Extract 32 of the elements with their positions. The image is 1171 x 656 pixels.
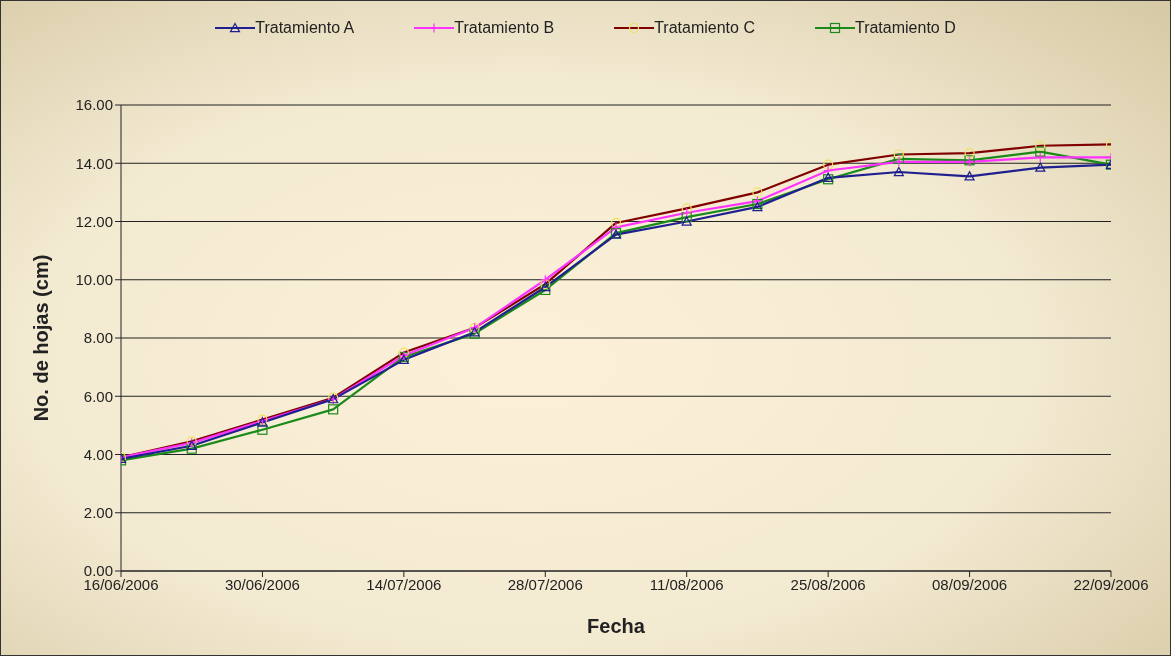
y-tick-label: 16.00	[75, 96, 113, 114]
y-tick-label: 6.00	[83, 387, 113, 405]
x-tick-label: 22/09/2006	[1073, 575, 1149, 593]
point	[610, 222, 622, 233]
legend-label: Tratamiento A	[255, 19, 355, 37]
y-tick-label: 10.00	[75, 271, 113, 289]
x-tick-label: 28/07/2006	[507, 575, 583, 593]
point	[540, 284, 551, 296]
legend-label: Tratamiento B	[454, 19, 555, 37]
point	[681, 216, 692, 226]
point	[1035, 146, 1046, 157]
x-axis-title: Fecha	[587, 615, 646, 637]
y-tick-label: 14.00	[75, 154, 113, 172]
x-tick-label: 14/07/2006	[366, 575, 442, 593]
y-tick-label: 8.00	[83, 329, 113, 347]
y-tick-label: 4.00	[83, 445, 113, 463]
x-tick-label: 08/09/2006	[932, 575, 1008, 593]
legend-label: Tratamiento C	[654, 19, 755, 37]
y-tick-label: 2.00	[83, 504, 113, 522]
point	[823, 165, 834, 176]
point	[1035, 162, 1046, 172]
point	[257, 424, 268, 435]
y-axis-title: No. de hojas (cm)	[30, 254, 53, 422]
point	[186, 443, 197, 454]
legend-label: Tratamiento D	[854, 19, 956, 37]
x-tick-label: 11/08/2006	[649, 575, 724, 593]
point	[328, 404, 339, 415]
x-tick-label: 25/08/2006	[790, 575, 866, 593]
point	[893, 166, 904, 177]
x-tick-label: 30/06/2006	[224, 575, 300, 593]
point	[964, 171, 975, 181]
y-tick-label: 12.00	[75, 212, 113, 230]
